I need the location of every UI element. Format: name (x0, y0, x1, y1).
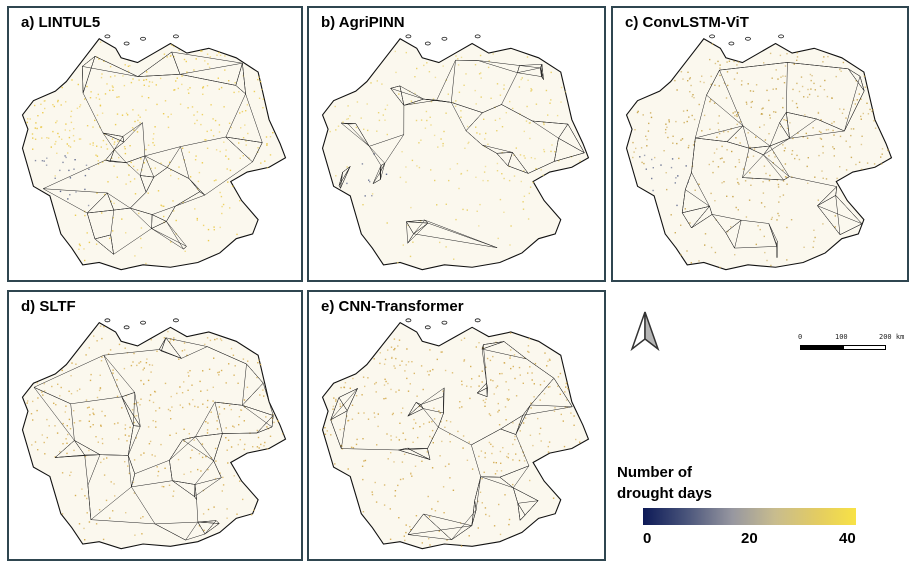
germany-map-cnn-transformer (321, 318, 590, 550)
island-outline (140, 320, 146, 325)
legend-title-line2: drought days (617, 485, 713, 502)
island-outline (728, 41, 735, 46)
island-outline (173, 34, 179, 39)
panel-title-cnn-transformer: e) CNN-Transformer (321, 298, 464, 315)
drought-dots (26, 325, 284, 541)
island-outline (745, 36, 751, 41)
germany-map-sltf (21, 318, 287, 550)
island-outline (474, 34, 481, 39)
island-outline (474, 318, 481, 323)
scale-segment-black (800, 345, 843, 350)
scale-label-200: 200 km (879, 333, 905, 341)
island-outline (405, 34, 412, 39)
drought-dots (632, 43, 889, 269)
panel-title-sltf: d) SLTF (21, 298, 76, 315)
legend-tick-mid: 20 (741, 530, 758, 547)
scale-bar: 0 100 200 km (795, 333, 910, 363)
panel-sltf: d) SLTF (7, 290, 303, 561)
island-outline (441, 36, 448, 41)
country-outline (21, 38, 287, 271)
germany-map-agripinn (321, 34, 590, 271)
district-borders (33, 337, 274, 541)
island-outline (123, 41, 130, 46)
panel-cnn-transformer: e) CNN-Transformer (307, 290, 606, 561)
scale-label-100: 100 (835, 333, 848, 341)
scale-segment-white (843, 345, 886, 350)
scale-label-0: 0 (798, 333, 803, 341)
island-outline (123, 325, 130, 330)
island-outline (441, 320, 448, 325)
legend-tick-min: 0 (643, 530, 652, 547)
panel-convlstm-vit: c) ConvLSTM-ViT (611, 6, 909, 282)
island-outline (778, 34, 784, 39)
country-outline (321, 321, 590, 550)
north-arrow-icon (630, 311, 660, 352)
district-borders (338, 59, 585, 248)
district-borders (42, 51, 263, 255)
island-outline (104, 34, 111, 39)
island-outline (709, 34, 715, 39)
germany-map-convlstm-vit (625, 34, 893, 271)
district-borders (330, 341, 573, 541)
germany-map-lintul5 (21, 34, 287, 271)
island-outline (104, 318, 111, 323)
island-outline (140, 36, 146, 41)
island-outline (424, 41, 431, 46)
panel-lintul5: a) LINTUL5 (7, 6, 303, 282)
legend-color-bar (643, 508, 856, 525)
island-outline (405, 318, 412, 323)
panel-title-convlstm-vit: c) ConvLSTM-ViT (625, 14, 749, 31)
panel-agripinn: b) AgriPINN (307, 6, 606, 282)
country-outline (21, 321, 287, 550)
district-borders (681, 62, 865, 258)
island-outline (173, 318, 179, 323)
drought-dots (329, 50, 581, 264)
island-outline (424, 325, 431, 330)
legend-title: Number of drought days (617, 462, 747, 504)
panel-title-lintul5: a) LINTUL5 (21, 14, 101, 31)
legend-title-line1: Number of (617, 464, 692, 481)
drought-dots (26, 41, 274, 265)
legend-tick-max: 40 (839, 530, 856, 547)
country-outline (321, 38, 590, 271)
panel-title-agripinn: b) AgriPINN (321, 14, 405, 31)
